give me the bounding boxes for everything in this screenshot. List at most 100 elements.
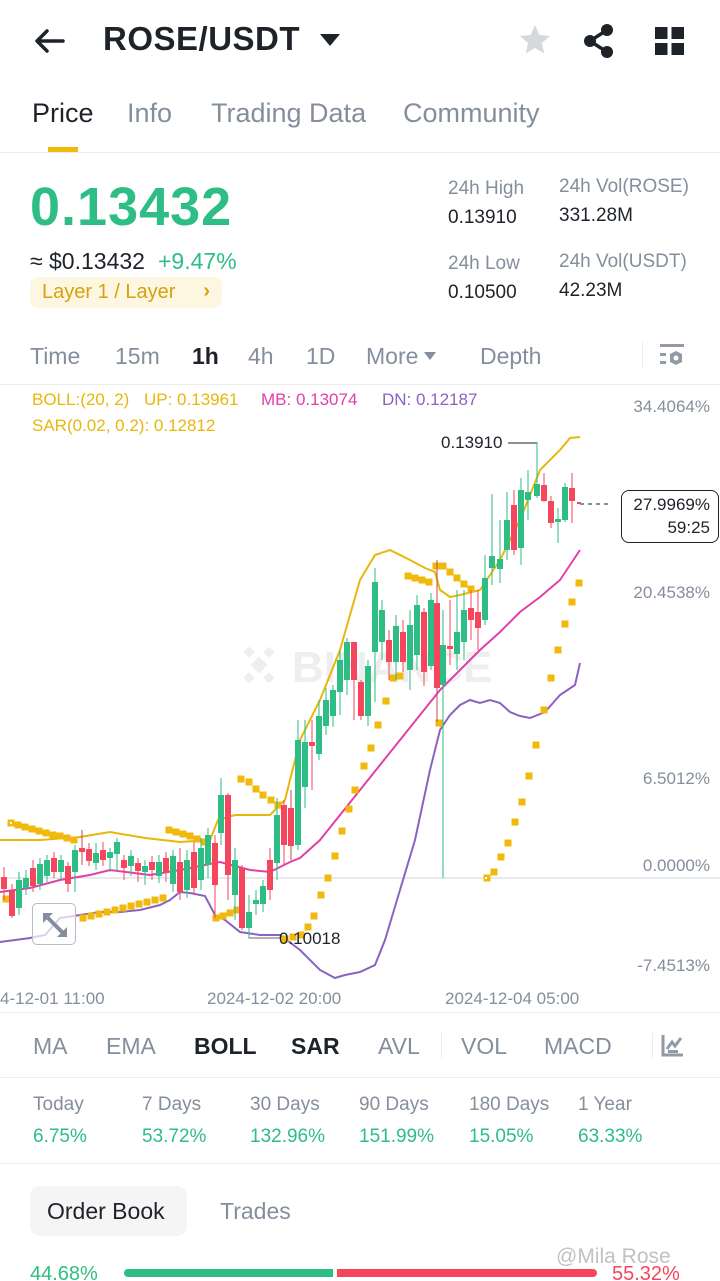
indicator-ema[interactable]: EMA	[106, 1033, 156, 1059]
divider	[652, 1033, 653, 1059]
divider	[642, 342, 643, 368]
indicator-macd[interactable]: MACD	[544, 1033, 612, 1059]
interval-1h[interactable]: 1h	[192, 343, 219, 369]
high-label: 24h High	[448, 178, 525, 199]
candles	[1, 443, 581, 938]
perf-value: 53.72%	[142, 1126, 207, 1147]
interval-time[interactable]: Time	[30, 343, 81, 369]
buy-ratio-bar	[124, 1269, 333, 1277]
main-tabs: Price Info Trading Data Community	[0, 95, 720, 153]
price-change-percent: +9.47%	[158, 248, 237, 274]
indicator-avl[interactable]: AVL	[378, 1033, 420, 1059]
perf-value: 63.33%	[578, 1126, 643, 1147]
indicator-settings-button[interactable]	[660, 1033, 686, 1059]
candlestick-chart-svg: BINANCE	[0, 436, 720, 980]
divider	[441, 1033, 442, 1059]
boll-params: BOLL:(20, 2)	[32, 390, 130, 409]
sell-ratio-bar	[337, 1269, 597, 1277]
low-price-marker: 0.10018	[279, 929, 341, 948]
x-axis-label: 2024-12-02 20:00	[207, 989, 342, 1008]
chart-indicator-icon	[661, 1035, 683, 1057]
expand-arrows-icon	[43, 913, 67, 937]
y-axis-label: 0.0000%	[642, 856, 710, 875]
vol-quote-value: 42.23M	[559, 280, 623, 301]
share-icon	[584, 24, 613, 58]
perf-value: 151.99%	[359, 1126, 435, 1147]
tab-info[interactable]: Info	[127, 98, 173, 128]
interval-1d[interactable]: 1D	[306, 343, 336, 369]
indicator-ma[interactable]: MA	[33, 1033, 68, 1059]
favorite-button[interactable]	[517, 22, 553, 58]
tab-trades-label: Trades	[220, 1198, 291, 1224]
grid-icon	[655, 27, 684, 55]
chevron-right-icon: ›	[203, 280, 210, 302]
current-percent: 27.9969%	[633, 495, 710, 514]
pair-title[interactable]: ROSE/USDT	[103, 20, 301, 57]
current-price-tag[interactable]: 27.9969% 59:25	[621, 490, 719, 543]
low-label: 24h Low	[448, 253, 520, 274]
boll-mb-value: MB: 0.13074	[261, 390, 358, 409]
interval-bar: Time 15m 1h 4h 1D More Depth	[0, 330, 720, 385]
y-axis-label: -7.4513%	[637, 956, 710, 975]
buy-ratio: 44.68%	[30, 1263, 98, 1281]
star-icon	[520, 25, 550, 54]
y-axis-label: 34.4064%	[633, 397, 710, 416]
perf-label: 7 Days	[142, 1094, 202, 1115]
indicator-vol[interactable]: VOL	[461, 1033, 508, 1059]
high-value: 0.13910	[448, 207, 517, 228]
top-bar: ROSE/USDT	[0, 0, 720, 84]
sell-ratio: 55.32%	[612, 1263, 680, 1281]
interval-15m[interactable]: 15m	[115, 343, 160, 369]
low-value: 0.10500	[448, 282, 517, 303]
perf-label: 180 Days	[469, 1094, 550, 1115]
interval-more-label: More	[366, 343, 419, 369]
indicator-sar[interactable]: SAR	[291, 1033, 340, 1059]
tab-price[interactable]: Price	[32, 98, 94, 128]
vol-quote-label: 24h Vol(USDT)	[559, 251, 687, 272]
layout-grid-button[interactable]	[655, 27, 684, 55]
tab-order-book[interactable]: Order Book	[30, 1186, 187, 1236]
category-tag[interactable]: Layer 1 / Layer ›	[30, 277, 222, 308]
perf-label: 30 Days	[250, 1094, 320, 1115]
high-price-marker: 0.13910	[441, 433, 503, 452]
user-watermark: @Mila Rose	[556, 1245, 671, 1268]
indicator-tabs: MA EMA BOLL SAR AVL VOL MACD	[0, 1012, 720, 1078]
perf-value: 132.96%	[250, 1126, 326, 1147]
y-axis-label: 20.4538%	[633, 583, 710, 602]
last-price: 0.13432	[30, 177, 233, 237]
sar-value: SAR(0.02, 0.2): 0.12812	[32, 416, 216, 435]
fullscreen-button[interactable]	[32, 903, 76, 945]
caret-down-icon	[424, 352, 437, 360]
tab-order-book-label: Order Book	[47, 1198, 165, 1224]
sar-dots	[2, 562, 583, 943]
interval-depth[interactable]: Depth	[480, 343, 542, 369]
category-tag-label: Layer 1 / Layer	[42, 281, 176, 303]
performance-stats: Today 6.75% 7 Days 53.72% 30 Days 132.96…	[0, 1078, 720, 1164]
perf-label: 1 Year	[578, 1094, 632, 1115]
chart-settings-button[interactable]	[658, 342, 686, 370]
vol-base-value: 331.28M	[559, 205, 633, 226]
indicator-boll[interactable]: BOLL	[194, 1033, 257, 1059]
perf-label: 90 Days	[359, 1094, 429, 1115]
perf-value: 15.05%	[469, 1126, 534, 1147]
share-button[interactable]	[582, 22, 616, 60]
usd-price: ≈ $0.13432	[30, 248, 145, 274]
interval-more[interactable]: More	[366, 343, 437, 370]
y-axis-label: 6.5012%	[642, 769, 710, 788]
back-button[interactable]	[30, 22, 70, 62]
tab-community[interactable]: Community	[403, 98, 540, 128]
pair-caret-down-icon[interactable]	[320, 34, 340, 46]
x-axis-label: 2024-12-04 05:00	[445, 989, 580, 1008]
active-tab-indicator	[48, 147, 78, 152]
vol-base-label: 24h Vol(ROSE)	[559, 176, 689, 197]
candle-countdown: 59:25	[667, 518, 710, 537]
back-arrow-icon	[35, 29, 65, 53]
kline-chart[interactable]: BINANCE	[0, 386, 720, 1011]
chart-settings-icon	[660, 344, 684, 365]
x-axis-label: 4-12-01 11:00	[0, 989, 105, 1008]
boll-dn-value: DN: 0.12187	[382, 390, 478, 409]
perf-label: Today	[33, 1094, 84, 1115]
perf-value: 6.75%	[33, 1126, 87, 1147]
tab-trading-data[interactable]: Trading Data	[211, 98, 367, 128]
interval-4h[interactable]: 4h	[248, 343, 274, 369]
